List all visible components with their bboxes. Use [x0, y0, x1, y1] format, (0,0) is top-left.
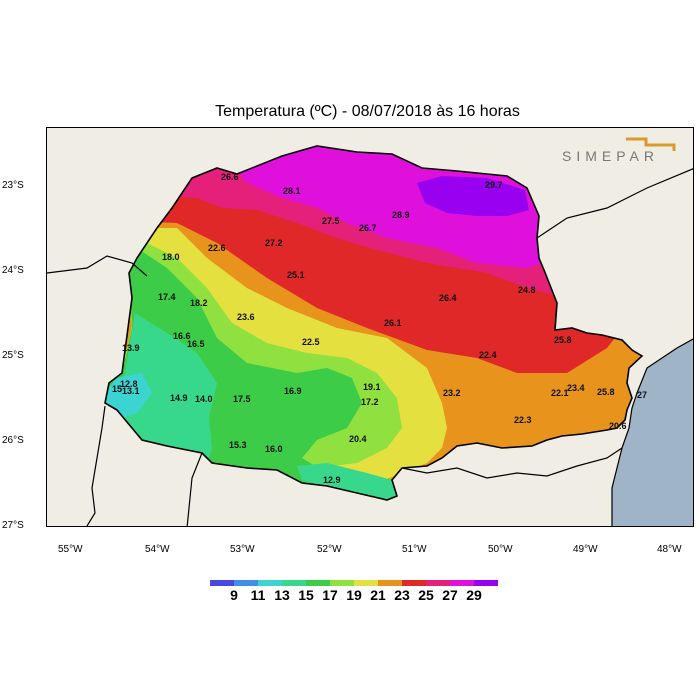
legend-color-bar: [210, 580, 498, 586]
station-value: 16.9: [284, 386, 302, 396]
map-title: Temperatura (ºC) - 08/07/2018 às 16 hora…: [215, 103, 520, 120]
legend-tick-label: 29: [466, 587, 482, 603]
temperature-map: 26.6 28.1 29.7 27.5 28.9 26.7 22.6 27.2 18.0 25.1…: [47, 128, 693, 526]
lon-label-51: 51°W: [402, 544, 427, 555]
station-value: 27.2: [265, 238, 283, 248]
lon-label-48: 48°W: [657, 544, 682, 555]
station-value: 12.9: [323, 475, 341, 485]
border-mato-grosso-do-sul: [47, 255, 148, 277]
coastline: [611, 338, 693, 526]
station-value: 22.3: [514, 415, 532, 425]
station-value: 20.6: [609, 421, 627, 431]
border-santa-catarina: [401, 447, 623, 479]
legend-tick-label: 21: [370, 587, 386, 603]
station-value: 25.8: [554, 335, 572, 345]
legend-tick-label: 25: [418, 587, 434, 603]
station-value: 15.3: [229, 440, 247, 450]
lat-label-27: 27°S: [2, 520, 24, 531]
legend-tick-label: 9: [230, 587, 238, 603]
lon-label-54: 54°W: [145, 544, 170, 555]
station-value: 23.2: [443, 388, 461, 398]
station-value: 28.1: [283, 186, 301, 196]
legend-tick-label: 15: [298, 587, 314, 603]
legend-swatch: [210, 580, 234, 586]
legend-swatch: [354, 580, 378, 586]
station-value: 22.1: [551, 388, 569, 398]
legend-swatch: [306, 580, 330, 586]
legend-swatch: [474, 580, 498, 586]
station-value: 28.9: [392, 210, 410, 220]
legend-swatch: [426, 580, 450, 586]
legend-tick-label: 17: [322, 587, 338, 603]
station-value: 26.6: [221, 172, 239, 182]
station-value: 27: [637, 390, 647, 400]
station-value: 17.2: [361, 397, 379, 407]
map-frame: 26.6 28.1 29.7 27.5 28.9 26.7 22.6 27.2 18.0 25.1…: [46, 127, 694, 527]
legend-swatch: [450, 580, 474, 586]
lat-label-23: 23°S: [2, 180, 24, 191]
simepar-logo: SIMEPAR: [562, 148, 659, 164]
lon-label-53: 53°W: [230, 544, 255, 555]
lat-label-26: 26°S: [2, 435, 24, 446]
station-value: 13.9: [122, 343, 140, 353]
legend-swatch: [258, 580, 282, 586]
station-value: 22.4: [479, 350, 497, 360]
station-value: 26.4: [439, 293, 457, 303]
lon-label-55: 55°W: [58, 544, 83, 555]
station-value: 23.6: [237, 312, 255, 322]
station-value: 16.6: [173, 331, 191, 341]
lat-label-25: 25°S: [2, 350, 24, 361]
zone-13: [105, 373, 152, 418]
station-value: 12.8: [120, 379, 138, 389]
station-value: 25.8: [597, 387, 615, 397]
station-value: 25.1: [287, 270, 305, 280]
station-value: 24.8: [518, 285, 536, 295]
station-value: 26.1: [384, 318, 402, 328]
legend-tick-label: 23: [394, 587, 410, 603]
station-value: 14.0: [195, 394, 213, 404]
station-value: 18.0: [162, 252, 180, 262]
state-border: [104, 145, 644, 501]
legend-tick-label: 11: [250, 587, 266, 603]
border-argentina: [186, 452, 203, 526]
lon-label-49: 49°W: [573, 544, 598, 555]
lon-label-50: 50°W: [488, 544, 513, 555]
legend-swatch: [378, 580, 402, 586]
simepar-logo-mark: [626, 137, 676, 151]
station-value: 17.5: [233, 394, 251, 404]
zone-15: [115, 313, 217, 463]
station-value: 26.7: [359, 223, 377, 233]
station-values: 26.6 28.1 29.7 27.5 28.9 26.7 22.6 27.2 18.0 25.1…: [112, 172, 647, 485]
legend-swatch: [234, 580, 258, 586]
station-value: 14.9: [170, 393, 188, 403]
station-value: 22.6: [208, 243, 226, 253]
border-paraguay: [86, 405, 106, 526]
zone-15-south: [297, 463, 397, 500]
legend-tick-label: 19: [346, 587, 362, 603]
legend-swatch: [402, 580, 426, 586]
station-value: 20.4: [349, 434, 367, 444]
station-value: 15: [112, 384, 122, 394]
station-value: 16.5: [187, 339, 205, 349]
station-value: 29.7: [485, 180, 503, 190]
station-value: 22.5: [302, 337, 320, 347]
station-value: 19.1: [363, 382, 381, 392]
station-value: 16.0: [265, 444, 283, 454]
legend-swatch: [330, 580, 354, 586]
lon-label-52: 52°W: [317, 544, 342, 555]
legend-swatch: [282, 580, 306, 586]
border-sao-paulo: [536, 168, 693, 239]
atlantic-ocean: [612, 339, 693, 526]
legend-tick-label: 13: [274, 587, 290, 603]
station-value: 17.4: [158, 292, 176, 302]
station-value: 27.5: [322, 216, 340, 226]
station-value: 18.2: [190, 298, 208, 308]
station-value: 23.4: [567, 383, 585, 393]
lat-label-24: 24°S: [2, 265, 24, 276]
station-value: 13.1: [122, 386, 140, 396]
zone-31: [417, 176, 529, 216]
legend-tick-label: 27: [442, 587, 458, 603]
